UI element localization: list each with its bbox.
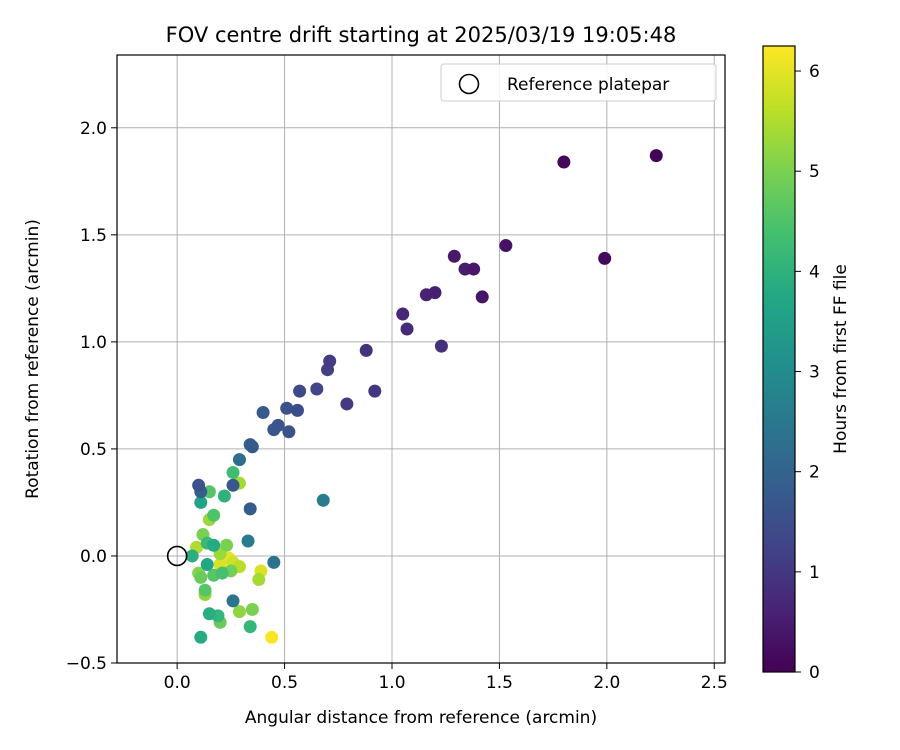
x-axis-label: Angular distance from reference (arcmin) (245, 708, 597, 728)
data-point (232, 605, 246, 619)
y-tick-label: 1.5 (80, 226, 107, 246)
data-point (310, 382, 324, 396)
data-point (649, 149, 663, 163)
data-point (198, 583, 212, 597)
colorbar-tick-label: 2 (809, 463, 820, 483)
data-point (215, 566, 229, 580)
data-point (256, 406, 270, 420)
data-point (220, 538, 234, 552)
data-point (245, 440, 259, 454)
data-point (396, 307, 410, 321)
data-point (323, 354, 337, 368)
x-tick-label: 1.5 (486, 673, 513, 693)
data-point (359, 343, 373, 357)
data-point (293, 384, 307, 398)
x-axis-ticks: 0.0 0.5 1.0 1.5 2.0 2.5 (164, 663, 728, 693)
data-point (434, 339, 448, 353)
colorbar-ticks: 0 1 2 3 4 5 6 (795, 62, 820, 683)
data-point (280, 401, 294, 415)
legend: Reference platepar (440, 63, 717, 102)
data-point (447, 249, 461, 263)
data-point (428, 286, 442, 300)
colorbar-tick-label: 6 (809, 62, 820, 82)
data-point (290, 403, 304, 417)
data-point (241, 534, 255, 548)
colorbar: 0 1 2 3 4 5 6 Hours from first FF file (762, 45, 851, 683)
y-tick-label: 0.0 (80, 547, 107, 567)
data-point (340, 397, 354, 411)
data-point (192, 478, 206, 492)
data-point (316, 493, 330, 507)
x-tick-label: 2.0 (593, 673, 620, 693)
data-point (226, 478, 240, 492)
colorbar-gradient (762, 45, 796, 673)
data-point (467, 262, 481, 276)
data-point (400, 322, 414, 336)
data-point (243, 620, 257, 634)
data-point (202, 607, 216, 621)
data-point (243, 502, 257, 516)
reference-platepar-marker (166, 545, 188, 567)
data-point (265, 630, 279, 644)
x-tick-label: 1.0 (378, 673, 405, 693)
data-point (557, 155, 571, 169)
colorbar-tick-label: 4 (809, 262, 820, 282)
data-point (207, 508, 221, 522)
y-tick-label: 1.0 (80, 333, 107, 353)
data-point (232, 453, 246, 467)
x-tick-label: 0.0 (164, 673, 191, 693)
colorbar-tick-label: 3 (809, 363, 820, 383)
y-tick-label: 0.5 (80, 440, 107, 460)
data-point (475, 290, 489, 304)
data-point (245, 602, 259, 616)
x-tick-label: 2.5 (701, 673, 728, 693)
data-point (194, 570, 208, 584)
plot-frame (116, 54, 726, 664)
data-point (217, 489, 231, 503)
data-point (598, 251, 612, 265)
data-point (226, 594, 240, 608)
data-point (282, 425, 296, 439)
y-tick-label: −0.5 (66, 654, 107, 674)
colorbar-tick-label: 1 (809, 563, 820, 583)
y-tick-label: 2.0 (80, 119, 107, 139)
scatter-points (185, 149, 663, 644)
data-point (368, 384, 382, 398)
y-axis-label: Rotation from reference (arcmin) (23, 219, 43, 499)
data-point (271, 418, 285, 432)
data-point (200, 558, 214, 572)
colorbar-tick-label: 0 (809, 663, 820, 683)
data-point (185, 549, 199, 563)
chart-title: FOV centre drift starting at 2025/03/19 … (166, 23, 677, 47)
y-axis-ticks: −0.5 0.0 0.5 1.0 1.5 2.0 (66, 119, 117, 674)
data-point (194, 630, 208, 644)
colorbar-tick-label: 5 (809, 162, 820, 182)
data-point (267, 555, 281, 569)
plot-area: 0.0 0.5 1.0 1.5 2.0 2.5 −0.5 0.0 0.5 1.0 1.5 2.0 R… (66, 54, 728, 693)
data-point (194, 495, 208, 509)
x-tick-label: 0.5 (271, 673, 298, 693)
legend-entry-reference-platepar: Reference platepar (507, 75, 669, 95)
data-point (207, 538, 221, 552)
data-point (499, 239, 513, 253)
colorbar-label: Hours from first FF file (831, 264, 851, 454)
legend-box (440, 63, 717, 102)
data-point (252, 573, 266, 587)
legend-reference-marker (458, 73, 480, 95)
data-point (226, 465, 240, 479)
